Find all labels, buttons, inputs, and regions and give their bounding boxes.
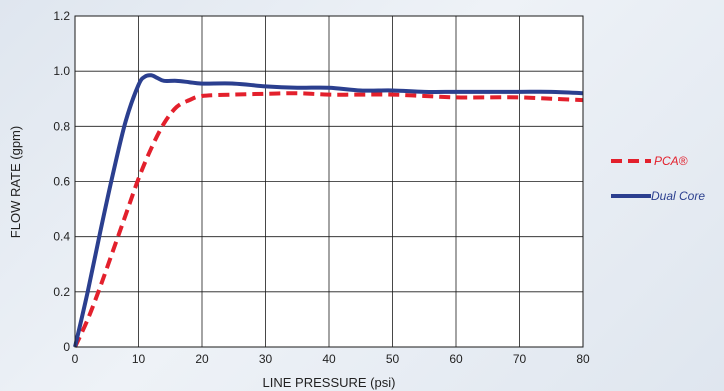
y-tick-label: 0 — [63, 340, 70, 354]
legend-label: Dual Core — [651, 189, 705, 203]
plot-frame — [74, 15, 584, 348]
y-axis-title: FLOW RATE (gpm) — [8, 126, 23, 238]
legend: PCA® Dual Core — [611, 154, 705, 203]
x-tick-label: 80 — [576, 352, 590, 366]
x-tick-label: 0 — [72, 352, 79, 366]
x-tick-label: 40 — [322, 352, 336, 366]
x-tick-label: 20 — [195, 352, 209, 366]
series-line-dual-core — [73, 73, 584, 348]
y-axis-ticks: 0 0.2 0.4 0.6 0.8 1.0 1.2 — [53, 9, 70, 354]
y-tick-label: 0.6 — [53, 175, 70, 189]
x-axis-ticks: 0 10 20 30 40 50 60 70 80 — [72, 352, 590, 366]
x-axis-title: LINE PRESSURE (psi) — [263, 375, 396, 390]
series-line-pca — [73, 91, 584, 348]
series-group — [73, 73, 584, 348]
y-tick-label: 0.8 — [53, 119, 70, 133]
x-tick-label: 30 — [259, 352, 273, 366]
y-tick-label: 1.0 — [53, 64, 70, 78]
x-tick-label: 60 — [449, 352, 463, 366]
y-tick-label: 0.2 — [53, 285, 70, 299]
x-tick-label: 50 — [386, 352, 400, 366]
y-tick-label: 0.4 — [53, 230, 70, 244]
x-tick-label: 70 — [513, 352, 527, 366]
x-tick-label: 10 — [132, 352, 146, 366]
legend-label: PCA® — [654, 154, 688, 168]
y-tick-label: 1.2 — [53, 9, 70, 23]
